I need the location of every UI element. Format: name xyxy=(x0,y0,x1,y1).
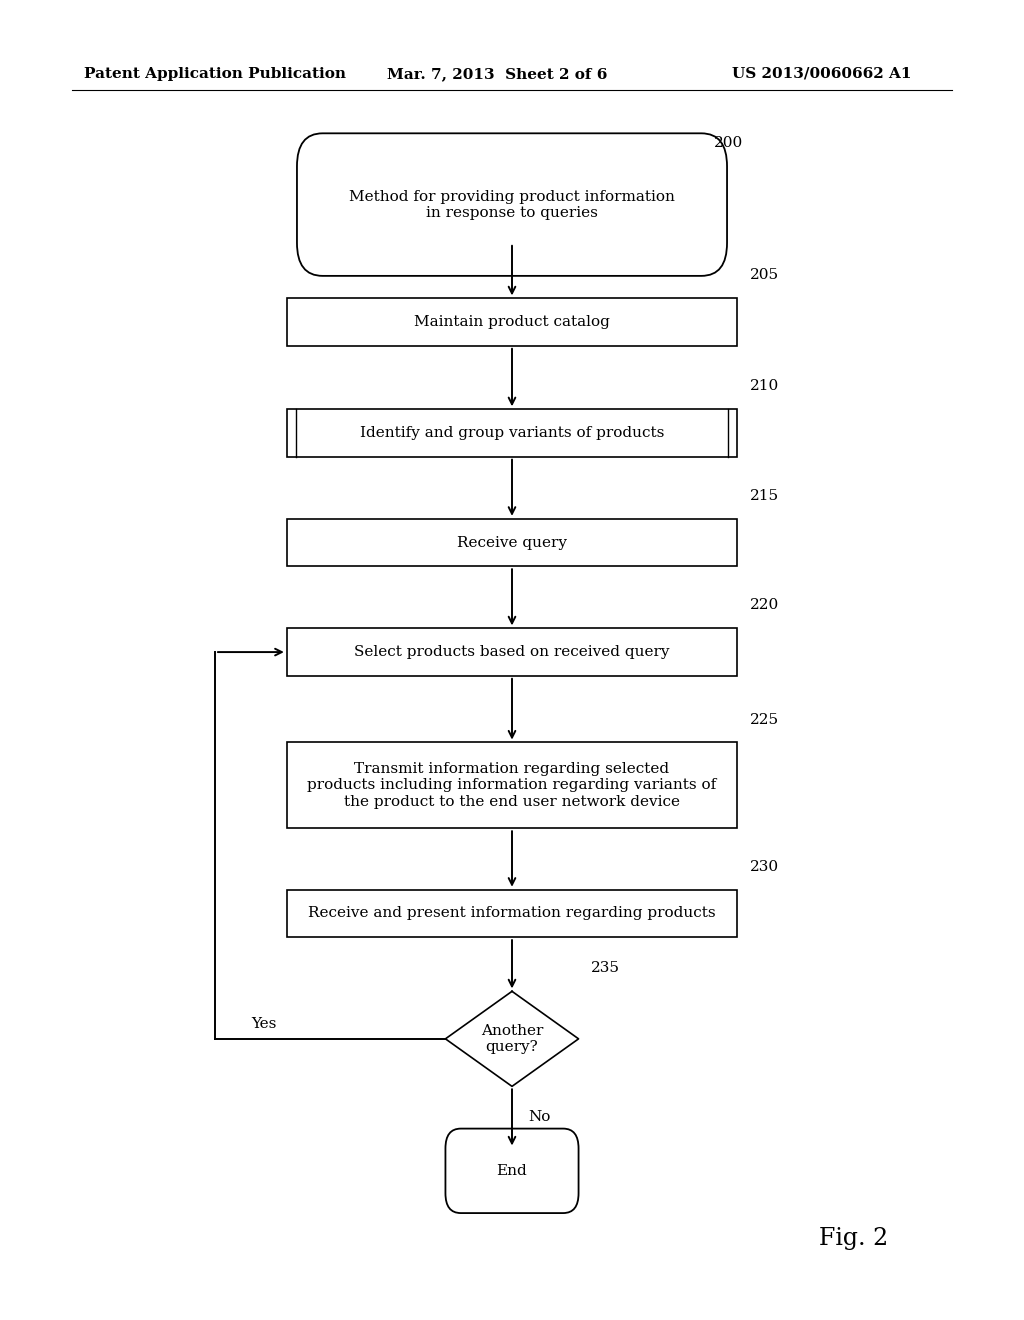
Text: End: End xyxy=(497,1164,527,1177)
FancyBboxPatch shape xyxy=(287,742,737,829)
FancyBboxPatch shape xyxy=(287,890,737,937)
Text: 210: 210 xyxy=(750,379,779,393)
Text: Mar. 7, 2013  Sheet 2 of 6: Mar. 7, 2013 Sheet 2 of 6 xyxy=(387,67,607,81)
FancyBboxPatch shape xyxy=(287,409,737,457)
FancyBboxPatch shape xyxy=(297,133,727,276)
Text: Maintain product catalog: Maintain product catalog xyxy=(414,315,610,329)
Text: 215: 215 xyxy=(750,488,778,503)
Text: Fig. 2: Fig. 2 xyxy=(819,1226,889,1250)
Text: 225: 225 xyxy=(750,713,778,726)
Text: 205: 205 xyxy=(750,268,778,282)
Polygon shape xyxy=(445,991,579,1086)
Text: Receive query: Receive query xyxy=(457,536,567,549)
FancyBboxPatch shape xyxy=(287,298,737,346)
Text: Identify and group variants of products: Identify and group variants of products xyxy=(359,426,665,440)
Text: Select products based on received query: Select products based on received query xyxy=(354,645,670,659)
Text: 235: 235 xyxy=(591,961,620,975)
Text: Yes: Yes xyxy=(251,1016,276,1031)
FancyBboxPatch shape xyxy=(287,628,737,676)
Text: Receive and present information regarding products: Receive and present information regardin… xyxy=(308,907,716,920)
Text: Method for providing product information
in response to queries: Method for providing product information… xyxy=(349,190,675,219)
Text: Another
query?: Another query? xyxy=(481,1024,543,1053)
Text: 230: 230 xyxy=(750,859,778,874)
Text: Transmit information regarding selected
products including information regarding: Transmit information regarding selected … xyxy=(307,762,717,809)
FancyBboxPatch shape xyxy=(287,519,737,566)
FancyBboxPatch shape xyxy=(445,1129,579,1213)
Text: No: No xyxy=(528,1110,551,1125)
Text: Patent Application Publication: Patent Application Publication xyxy=(84,67,346,81)
Text: 220: 220 xyxy=(750,598,779,612)
Text: US 2013/0060662 A1: US 2013/0060662 A1 xyxy=(732,67,911,81)
Text: 200: 200 xyxy=(714,136,743,150)
